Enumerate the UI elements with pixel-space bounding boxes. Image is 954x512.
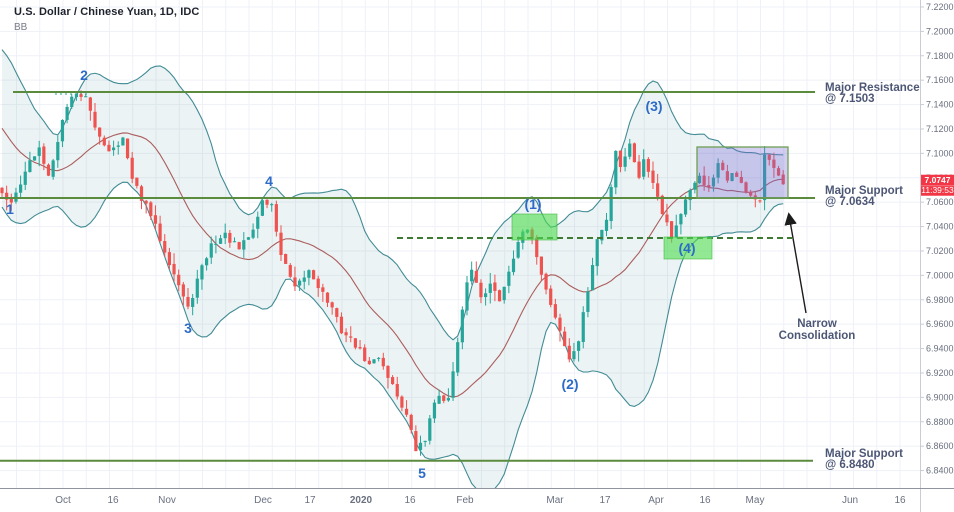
major-resistance-label: Major Resistance@ 7.1503 (825, 82, 920, 105)
svg-text:7.0200: 7.0200 (926, 246, 954, 256)
candles-layer (0, 90, 785, 456)
svg-text:Mar: Mar (546, 495, 564, 506)
bollinger-band (1, 49, 784, 493)
consolidation-arrow[interactable] (784, 212, 807, 314)
svg-text:17: 17 (599, 495, 611, 506)
wave-label-4[interactable]: 4 (265, 173, 273, 189)
svg-text:7.1000: 7.1000 (926, 148, 954, 158)
major-support-upper-label: Major Support@ 7.0634 (825, 185, 903, 208)
svg-text:6.9800: 6.9800 (926, 295, 954, 305)
svg-text:7.0400: 7.0400 (926, 222, 954, 232)
time-axis-bg[interactable] (0, 488, 954, 512)
consolidation-box[interactable] (696, 146, 789, 199)
wave-label-p4p[interactable]: (4) (678, 240, 695, 256)
svg-text:16: 16 (699, 495, 711, 506)
wave-label-1[interactable]: 1 (6, 201, 14, 217)
svg-text:6.8600: 6.8600 (926, 441, 954, 451)
indicator-label[interactable]: BB (14, 21, 28, 33)
svg-text:Major Resistance: Major Resistance (825, 82, 920, 94)
svg-text:6.9400: 6.9400 (926, 344, 954, 354)
svg-text:16: 16 (107, 495, 119, 506)
svg-text:Consolidation: Consolidation (779, 330, 856, 342)
wave-label-2[interactable]: 2 (80, 67, 88, 83)
svg-text:@ 7.1503: @ 7.1503 (825, 93, 875, 105)
svg-text:Major Support: Major Support (825, 448, 903, 460)
bollinger-basis-line (1, 128, 784, 398)
svg-text:6.9200: 6.9200 (926, 368, 954, 378)
svg-text:7.1200: 7.1200 (926, 124, 954, 134)
svg-text:Dec: Dec (254, 495, 272, 506)
svg-text:7.0747: 7.0747 (925, 175, 951, 185)
svg-text:@ 6.8480: @ 6.8480 (825, 459, 875, 471)
wave-label-3[interactable]: 3 (184, 320, 192, 336)
svg-text:7.1800: 7.1800 (926, 51, 954, 61)
svg-text:Major Support: Major Support (825, 185, 903, 197)
svg-text:6.9000: 6.9000 (926, 392, 954, 402)
svg-text:Oct: Oct (55, 495, 71, 506)
svg-text:2020: 2020 (350, 495, 373, 506)
time-axis-labels[interactable]: Oct 16 Nov Dec 17 2020 16 Feb Mar 17 Apr 16 May Jun 16 (55, 495, 906, 506)
wave-label-p2p[interactable]: (2) (561, 376, 578, 392)
svg-text:7.2000: 7.2000 (926, 26, 954, 36)
wave-label-p1p[interactable]: (1) (524, 196, 541, 212)
svg-text:11:39:53: 11:39:53 (921, 185, 954, 195)
svg-text:7.2200: 7.2200 (926, 2, 954, 12)
wave-label-p3p[interactable]: (3) (645, 98, 662, 114)
wave-4-box[interactable] (663, 236, 713, 260)
symbol-title[interactable]: U.S. Dollar / Chinese Yuan, 1D, IDC (14, 6, 200, 18)
svg-text:May: May (746, 495, 765, 506)
svg-text:16: 16 (894, 495, 906, 506)
svg-text:6.8800: 6.8800 (926, 417, 954, 427)
wave-label-5[interactable]: 5 (418, 465, 426, 481)
svg-text:Narrow: Narrow (797, 318, 837, 330)
svg-text:6.9600: 6.9600 (926, 319, 954, 329)
svg-text:6.8400: 6.8400 (926, 466, 954, 476)
svg-text:7.0000: 7.0000 (926, 270, 954, 280)
svg-text:Apr: Apr (648, 495, 664, 506)
svg-text:@ 7.0634: @ 7.0634 (825, 196, 875, 208)
symbol-title-block[interactable]: U.S. Dollar / Chinese Yuan, 1D, IDC BB (14, 6, 199, 34)
major-support-lower-label: Major Support@ 6.8480 (825, 448, 903, 471)
svg-text:16: 16 (404, 495, 416, 506)
svg-text:7.0600: 7.0600 (926, 197, 954, 207)
svg-text:Feb: Feb (456, 495, 474, 506)
svg-text:Jun: Jun (842, 495, 858, 506)
price-axis-bg[interactable] (920, 0, 954, 512)
svg-text:17: 17 (304, 495, 316, 506)
svg-text:7.1400: 7.1400 (926, 100, 954, 110)
wave-1-box[interactable] (511, 213, 558, 241)
svg-text:Nov: Nov (158, 495, 176, 506)
svg-text:7.1600: 7.1600 (926, 75, 954, 85)
